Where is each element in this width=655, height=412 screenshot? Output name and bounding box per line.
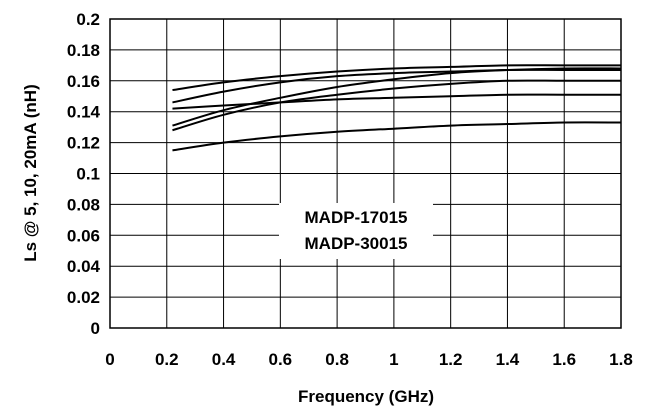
series-line-2 bbox=[172, 68, 621, 104]
series-line-5 bbox=[172, 93, 621, 110]
y-axis-title: Ls @ 5, 10, 20mA (nH) bbox=[21, 84, 40, 262]
y-tick-label-8: 0.16 bbox=[67, 72, 100, 91]
series-line-6 bbox=[172, 121, 622, 152]
y-tick-labels: 0 0.02 0.04 0.06 0.08 0.1 0.12 0.14 0.16 0.18 0.2 bbox=[67, 10, 101, 338]
y-tick-label-2: 0.04 bbox=[67, 257, 101, 276]
y-tick-label-4: 0.08 bbox=[67, 195, 100, 214]
x-tick-label-2: 0.4 bbox=[212, 350, 236, 369]
series-layer bbox=[172, 64, 622, 152]
series-line-3 bbox=[172, 67, 622, 127]
series-line-4 bbox=[172, 79, 621, 132]
y-tick-label-6: 0.12 bbox=[67, 134, 100, 153]
y-tick-label-7: 0.14 bbox=[67, 103, 101, 122]
annotation-line-1: MADP-17015 bbox=[305, 208, 408, 227]
x-tick-label-6: 1.2 bbox=[439, 350, 463, 369]
y-tick-label-9: 0.18 bbox=[67, 41, 100, 60]
y-tick-label-3: 0.06 bbox=[67, 226, 100, 245]
x-tick-label-3: 0.6 bbox=[269, 350, 293, 369]
x-axis-title: Frequency (GHz) bbox=[298, 387, 434, 406]
x-tick-label-7: 1.4 bbox=[496, 350, 520, 369]
x-tick-label-8: 1.6 bbox=[552, 350, 576, 369]
annotation-box: MADP-17015 MADP-30015 bbox=[279, 203, 433, 259]
x-tick-label-4: 0.8 bbox=[325, 350, 349, 369]
annotation-line-2: MADP-30015 bbox=[305, 234, 408, 253]
x-tick-labels: 0 0.2 0.4 0.6 0.8 1 1.2 1.4 1.6 1.8 bbox=[105, 350, 633, 369]
x-tick-label-9: 1.8 bbox=[609, 350, 633, 369]
y-tick-label-1: 0.02 bbox=[67, 288, 100, 307]
x-tick-label-0: 0 bbox=[105, 350, 114, 369]
y-tick-label-10: 0.2 bbox=[76, 10, 100, 29]
y-tick-label-0: 0 bbox=[91, 319, 100, 338]
x-tick-label-5: 1 bbox=[389, 350, 398, 369]
series-line-1 bbox=[172, 64, 621, 92]
x-tick-label-1: 0.2 bbox=[155, 350, 179, 369]
y-tick-label-5: 0.1 bbox=[76, 165, 100, 184]
plot-frame bbox=[109, 18, 622, 329]
